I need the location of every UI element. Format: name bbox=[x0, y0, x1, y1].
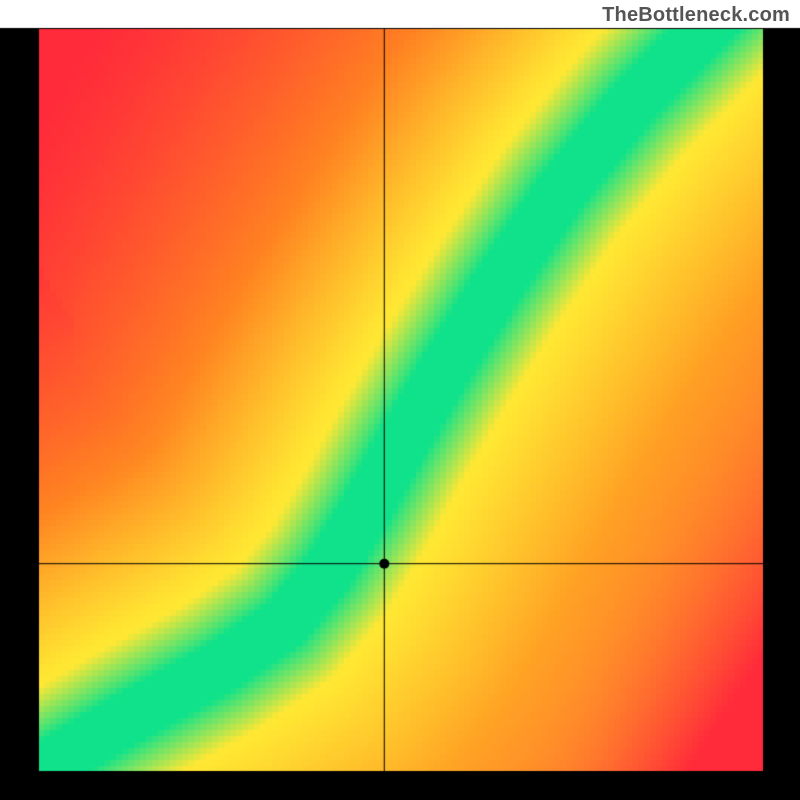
bottleneck-heatmap bbox=[0, 0, 800, 800]
watermark-label: TheBottleneck.com bbox=[602, 4, 790, 27]
